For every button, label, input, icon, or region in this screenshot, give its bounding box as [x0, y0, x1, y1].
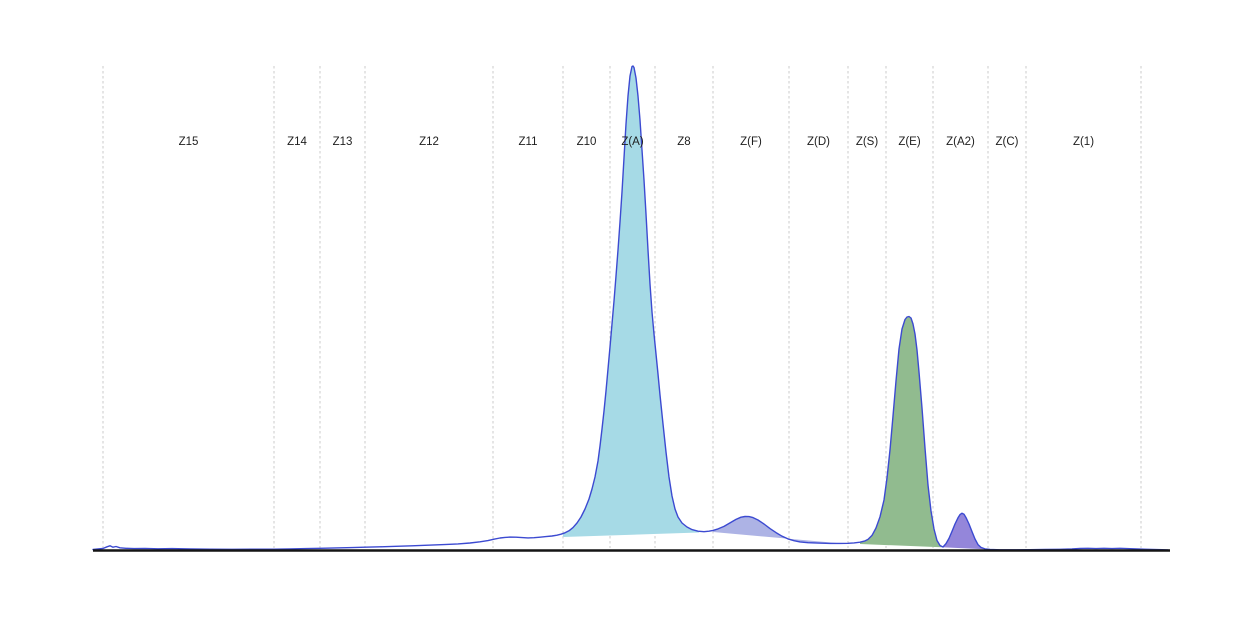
zone-label-Z13: Z13 [333, 136, 353, 148]
zone-label-Z(A): Z(A) [621, 136, 644, 148]
zone-label-Z(C): Z(C) [996, 136, 1019, 148]
zone-label-Z(A2): Z(A2) [946, 136, 975, 148]
zone-label-Z(D): Z(D) [807, 136, 830, 148]
peak-Z(F)-area [713, 516, 848, 544]
zone-label-Z10: Z10 [577, 136, 597, 148]
zone-label-Z8: Z8 [677, 136, 690, 148]
trace-curve [92, 65, 1169, 551]
peak-Z(A)-area [563, 66, 699, 537]
zone-label-Z(F): Z(F) [740, 136, 762, 148]
zone-label-Z(1): Z(1) [1073, 136, 1094, 148]
zone-label-Z(E): Z(E) [898, 136, 921, 148]
zone-label-Z(S): Z(S) [856, 136, 879, 148]
zone-label-Z12: Z12 [419, 136, 439, 148]
peak-Z(E)-area [860, 316, 942, 548]
zone-label-Z11: Z11 [519, 136, 538, 148]
zone-label-Z14: Z14 [287, 136, 307, 148]
zone-label-Z15: Z15 [179, 136, 199, 148]
peak-Z(A2)-area [941, 513, 985, 550]
